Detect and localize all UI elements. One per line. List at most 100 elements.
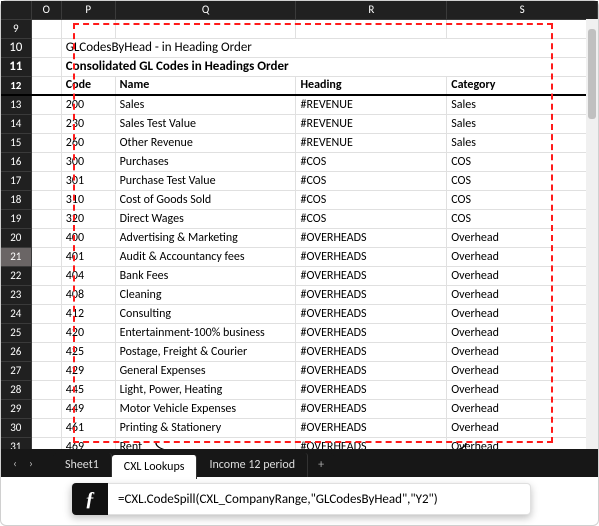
cell[interactable] xyxy=(31,247,61,266)
cell[interactable]: Overhead xyxy=(447,380,598,399)
cell[interactable]: #OVERHEADS xyxy=(296,342,447,361)
cell[interactable]: #REVENUE xyxy=(296,133,447,152)
cell[interactable]: Overhead xyxy=(447,304,598,323)
cell[interactable]: COS xyxy=(447,152,598,171)
tab-nav-left-icon[interactable]: ‹ xyxy=(7,457,23,470)
cell[interactable]: #REVENUE xyxy=(296,95,447,114)
cell[interactable]: #OVERHEADS xyxy=(296,399,447,418)
cell[interactable]: #OVERHEADS xyxy=(296,304,447,323)
row-header[interactable]: 30 xyxy=(1,418,31,437)
cell[interactable]: 404 xyxy=(61,266,115,285)
cell[interactable] xyxy=(31,266,61,285)
row-header[interactable]: 16 xyxy=(1,152,31,171)
cell[interactable]: Overhead xyxy=(447,323,598,342)
cell[interactable]: Light, Power, Heating xyxy=(115,380,296,399)
cell[interactable]: #OVERHEADS xyxy=(296,418,447,437)
tab-nav-right-icon[interactable]: › xyxy=(23,457,39,470)
cell[interactable] xyxy=(31,342,61,361)
row-header[interactable]: 9 xyxy=(1,19,31,38)
cell[interactable] xyxy=(31,76,61,95)
cell[interactable]: Overhead xyxy=(447,342,598,361)
cell[interactable]: #OVERHEADS xyxy=(296,361,447,380)
cell[interactable]: Purchases xyxy=(115,152,296,171)
cell[interactable]: Entertainment-100% business xyxy=(115,323,296,342)
tab-income-12-period[interactable]: Income 12 period xyxy=(197,453,308,477)
column-header[interactable]: P xyxy=(61,1,115,19)
cell[interactable] xyxy=(31,399,61,418)
cell[interactable]: COS xyxy=(447,209,598,228)
cell[interactable]: COS xyxy=(447,190,598,209)
row-header[interactable]: 17 xyxy=(1,171,31,190)
cell[interactable]: Overhead xyxy=(447,285,598,304)
cell[interactable]: 400 xyxy=(61,228,115,247)
cell[interactable]: COS xyxy=(447,171,598,190)
cell[interactable]: 461 xyxy=(61,418,115,437)
cell[interactable]: 310 xyxy=(61,190,115,209)
cell[interactable]: Purchase Test Value xyxy=(115,171,296,190)
cell[interactable]: 260 xyxy=(61,133,115,152)
vertical-scrollbar[interactable] xyxy=(586,19,598,449)
cell[interactable]: 429 xyxy=(61,361,115,380)
cell[interactable] xyxy=(31,361,61,380)
column-header[interactable]: R xyxy=(296,1,447,19)
cell[interactable] xyxy=(31,38,61,57)
cell[interactable] xyxy=(31,418,61,437)
cell[interactable]: 301 xyxy=(61,171,115,190)
row-header[interactable]: 28 xyxy=(1,380,31,399)
cell[interactable]: 449 xyxy=(61,399,115,418)
row-header[interactable]: 12 xyxy=(1,76,31,95)
tab-add-button[interactable]: + xyxy=(308,453,334,477)
cell[interactable] xyxy=(296,19,447,38)
cell[interactable]: Sales xyxy=(447,133,598,152)
cell[interactable]: #OVERHEADS xyxy=(296,247,447,266)
cell[interactable] xyxy=(31,285,61,304)
cell[interactable] xyxy=(31,95,61,114)
row-header[interactable]: 18 xyxy=(1,190,31,209)
cell[interactable]: Sales xyxy=(115,95,296,114)
row-header[interactable]: 21 xyxy=(1,247,31,266)
cell[interactable]: Overhead xyxy=(447,418,598,437)
cell[interactable]: 300 xyxy=(61,152,115,171)
row-header[interactable]: 10 xyxy=(1,38,31,57)
cell[interactable]: #COS xyxy=(296,152,447,171)
cell[interactable]: Direct Wages xyxy=(115,209,296,228)
cell[interactable]: #REVENUE xyxy=(296,114,447,133)
cell[interactable]: #OVERHEADS xyxy=(296,380,447,399)
tab-sheet1[interactable]: Sheet1 xyxy=(53,453,112,477)
cell[interactable]: 420 xyxy=(61,323,115,342)
tab-cxl-lookups[interactable]: CXL Lookups xyxy=(112,455,198,479)
row-header[interactable]: 26 xyxy=(1,342,31,361)
cell[interactable]: Cleaning xyxy=(115,285,296,304)
cell[interactable]: #OVERHEADS xyxy=(296,228,447,247)
column-header[interactable]: O xyxy=(31,1,61,19)
spreadsheet-grid[interactable]: OPQRS 910 GLCodesByHead - in Heading Orde… xyxy=(1,1,598,449)
cell[interactable]: #COS xyxy=(296,209,447,228)
cell[interactable]: Other Revenue xyxy=(115,133,296,152)
cell[interactable]: Consolidated GL Codes in Headings Order xyxy=(61,57,597,76)
cell[interactable]: Cost of Goods Sold xyxy=(115,190,296,209)
cell[interactable] xyxy=(31,57,61,76)
cell[interactable]: Consulting xyxy=(115,304,296,323)
cell[interactable]: Audit & Accountancy fees xyxy=(115,247,296,266)
cell[interactable] xyxy=(31,190,61,209)
cell[interactable]: Overhead xyxy=(447,266,598,285)
row-header[interactable]: 23 xyxy=(1,285,31,304)
column-header[interactable]: S xyxy=(447,1,598,19)
cell[interactable]: GLCodesByHead - in Heading Order xyxy=(61,38,597,57)
cell[interactable] xyxy=(31,19,61,38)
cell[interactable]: Motor Vehicle Expenses xyxy=(115,399,296,418)
cell[interactable] xyxy=(31,171,61,190)
cell[interactable]: 230 xyxy=(61,114,115,133)
cell[interactable]: 408 xyxy=(61,285,115,304)
cell[interactable]: #OVERHEADS xyxy=(296,285,447,304)
scrollbar-thumb[interactable] xyxy=(588,29,596,119)
cell[interactable] xyxy=(115,19,296,38)
column-header[interactable]: Q xyxy=(115,1,296,19)
cell[interactable] xyxy=(31,228,61,247)
cell[interactable] xyxy=(31,304,61,323)
cell[interactable]: Sales xyxy=(447,95,598,114)
row-header[interactable]: 20 xyxy=(1,228,31,247)
row-header[interactable]: 25 xyxy=(1,323,31,342)
column-header-row[interactable]: OPQRS xyxy=(1,1,598,19)
row-header[interactable]: 24 xyxy=(1,304,31,323)
